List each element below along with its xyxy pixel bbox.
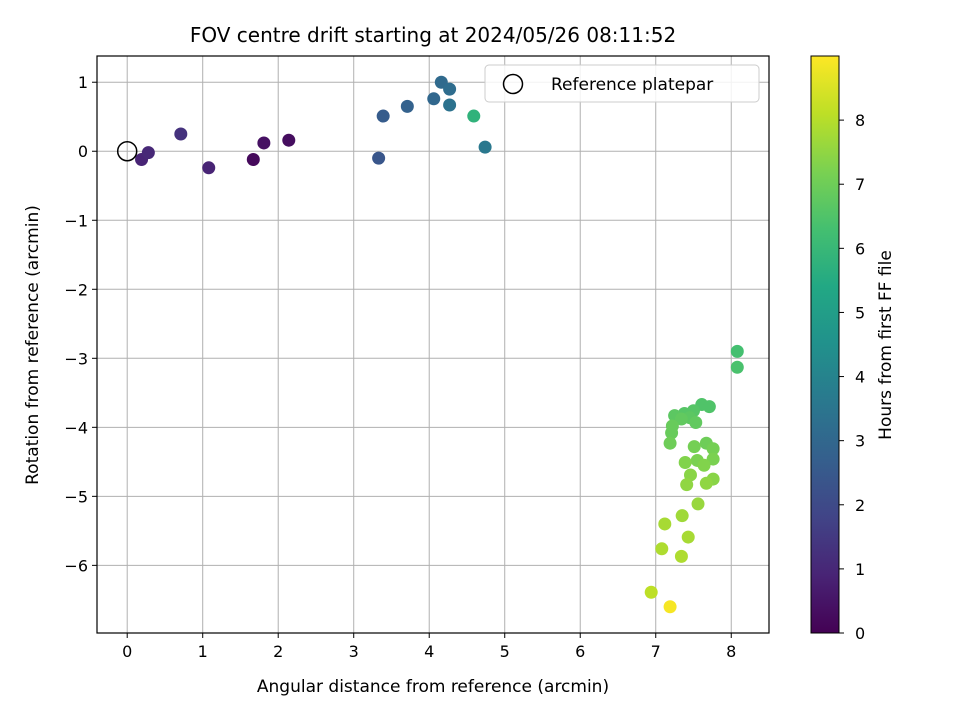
data-point: [730, 360, 744, 374]
y-tick-label: −2: [64, 280, 88, 299]
legend-box: [484, 64, 760, 103]
colorbar-tick-label: 0: [855, 624, 865, 643]
data-point: [246, 153, 260, 167]
x-tick-label: 7: [651, 642, 661, 661]
x-tick-label: 5: [500, 642, 510, 661]
data-point: [663, 436, 677, 450]
grid: [97, 56, 769, 633]
x-tick-label: 2: [273, 642, 283, 661]
colorbar-tick-label: 7: [855, 175, 865, 194]
colorbar-label: Hours from first FF file: [876, 250, 896, 440]
legend-marker: [502, 73, 524, 95]
legend-label: Reference platepar: [551, 75, 713, 95]
data-point: [678, 456, 692, 470]
data-point: [691, 497, 705, 511]
y-tick-label: −6: [64, 556, 88, 575]
data-point: [372, 151, 386, 165]
data-point: [702, 400, 716, 414]
data-point: [655, 542, 669, 556]
data-point: [202, 161, 216, 175]
colorbar-tick-label: 5: [855, 303, 865, 322]
data-point: [663, 600, 677, 614]
y-tick-label: −3: [64, 349, 88, 368]
data-point: [665, 426, 679, 440]
data-point: [674, 412, 688, 426]
data-point: [644, 585, 658, 599]
y-axis-label: Rotation from reference (arcmin): [23, 205, 43, 485]
data-point: [443, 98, 457, 112]
x-tick-label: 0: [122, 642, 132, 661]
colorbar-gradient: [810, 55, 840, 634]
data-point: [443, 82, 457, 96]
data-point: [675, 509, 689, 523]
reference-point-group: [116, 140, 138, 162]
data-point: [658, 517, 672, 531]
y-axis-ticks: 1 0 −1 −2 −3 −4 −5 −6: [64, 73, 97, 575]
x-tick-label: 3: [349, 642, 359, 661]
data-point: [141, 146, 155, 160]
colorbar-tick-label: 3: [855, 432, 865, 451]
x-axis-ticks: 0 1 2 3 4 5 6 7 8: [122, 633, 736, 661]
data-point: [376, 109, 390, 123]
colorbar-tick-label: 6: [855, 239, 865, 258]
y-tick-label: −4: [64, 418, 88, 437]
data-point: [706, 442, 720, 456]
x-tick-label: 6: [575, 642, 585, 661]
colorbar-ticks: 0 1 2 3 4 5 6 7 8: [839, 111, 865, 643]
data-point: [681, 530, 695, 544]
data-point: [687, 440, 701, 454]
data-point: [257, 136, 271, 150]
y-tick-label: 0: [78, 142, 88, 161]
x-axis-label: Angular distance from reference (arcmin): [257, 677, 609, 697]
reference-platepar-marker: [116, 140, 138, 162]
data-point: [697, 458, 711, 472]
colorbar-tick-label: 4: [855, 368, 865, 387]
colorbar-tick-label: 1: [855, 560, 865, 579]
data-points: [135, 75, 744, 614]
y-tick-label: −1: [64, 211, 88, 230]
data-point: [680, 478, 694, 492]
colorbar-tick-label: 8: [855, 111, 865, 130]
data-point: [730, 344, 744, 358]
legend: Reference platepar: [484, 64, 760, 103]
data-point: [282, 133, 296, 147]
data-point: [689, 415, 703, 429]
data-point: [478, 140, 492, 154]
data-point: [427, 92, 441, 106]
x-tick-label: 4: [424, 642, 434, 661]
data-point: [699, 476, 713, 490]
data-point: [174, 127, 188, 141]
y-tick-label: −5: [64, 487, 88, 506]
data-point: [400, 99, 414, 113]
x-tick-label: 8: [726, 642, 736, 661]
x-tick-label: 1: [198, 642, 208, 661]
data-point: [706, 452, 720, 466]
plot-frame: [96, 55, 770, 634]
data-point: [674, 549, 688, 563]
y-tick-label: 1: [78, 73, 88, 92]
colorbar: 0 1 2 3 4 5 6 7 8 Hours from first FF file: [810, 55, 896, 643]
colorbar-tick-label: 2: [855, 496, 865, 515]
chart-title: FOV centre drift starting at 2024/05/26 …: [190, 23, 676, 47]
data-point: [467, 109, 481, 123]
